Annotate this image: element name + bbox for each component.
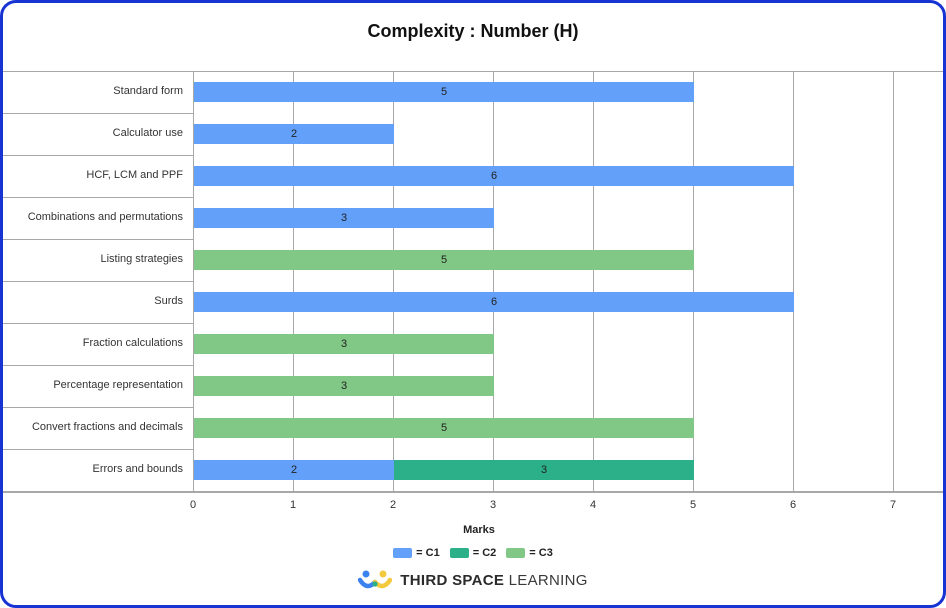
- label-column-divider: [193, 71, 194, 492]
- chart-row: Fraction calculations 3: [3, 323, 943, 365]
- bar-segment-c3[interactable]: 5: [194, 418, 694, 438]
- bar-value-label: 3: [340, 380, 348, 392]
- gridline: [893, 71, 894, 492]
- chart-row: Standard form 5: [3, 71, 943, 113]
- category-label: Listing strategies: [100, 253, 183, 265]
- x-tick-label: 7: [889, 499, 897, 511]
- gridline: [393, 71, 394, 492]
- chart-plot-area: Standard form 5 Calculator use 2 HCF, LCM an…: [3, 71, 943, 511]
- chart-top-border: [3, 71, 943, 72]
- logo-wordmark: THIRD SPACE LEARNING: [400, 572, 587, 589]
- row-separator: [3, 449, 193, 450]
- x-tick-label: 1: [289, 499, 297, 511]
- bar-segment-c1[interactable]: 5: [194, 82, 694, 102]
- gridline: [793, 71, 794, 492]
- chart-row: HCF, LCM and PPF 6: [3, 155, 943, 197]
- x-tick-label: 5: [689, 499, 697, 511]
- chart-row: Surds 6: [3, 281, 943, 323]
- legend-item-c1[interactable]: = C1: [393, 547, 440, 559]
- bar-value-label: 2: [290, 128, 298, 140]
- bar-segment-c1[interactable]: 6: [194, 166, 794, 186]
- logo-text-bold: THIRD SPACE: [400, 571, 505, 589]
- bar-value-label: 5: [440, 254, 448, 266]
- bar-value-label: 5: [440, 422, 448, 434]
- third-space-learning-logo: THIRD SPACE LEARNING: [3, 569, 943, 591]
- chart-row: Calculator use 2: [3, 113, 943, 155]
- x-tick-label: 6: [789, 499, 797, 511]
- gridline: [693, 71, 694, 492]
- x-tick-label: 4: [589, 499, 597, 511]
- x-tick-label: 2: [389, 499, 397, 511]
- x-tick-label: 0: [189, 499, 197, 511]
- bar-value-label: 3: [540, 464, 548, 476]
- logo-text-light: LEARNING: [508, 571, 588, 589]
- bar-segment-c3[interactable]: 3: [194, 334, 494, 354]
- bar-value-label: 3: [340, 212, 348, 224]
- x-axis-title: Marks: [463, 524, 495, 536]
- chart-title: Complexity : Number (H): [367, 21, 579, 41]
- gridline: [593, 71, 594, 492]
- bar-segment-c3[interactable]: 5: [194, 250, 694, 270]
- tsl-people-icon: [358, 570, 393, 589]
- bar-segment-c3[interactable]: 3: [194, 376, 494, 396]
- legend-item-c2[interactable]: = C2: [449, 547, 497, 559]
- chart-row: Errors and bounds 2 3: [3, 449, 943, 491]
- category-label: Convert fractions and decimals: [31, 421, 183, 433]
- row-separator: [3, 155, 193, 156]
- legend-label: = C1: [416, 547, 440, 559]
- bar-value-label: 5: [440, 86, 448, 98]
- row-separator: [3, 281, 193, 282]
- gridline: [293, 71, 294, 492]
- row-separator: [3, 323, 193, 324]
- legend-label: = C2: [472, 547, 497, 559]
- bar-segment-c1[interactable]: 2: [194, 460, 394, 480]
- bar-value-label: 6: [490, 296, 498, 308]
- row-separator: [3, 365, 193, 366]
- category-label: Combinations and permutations: [27, 211, 183, 223]
- category-label: Standard form: [113, 85, 183, 97]
- bar-segment-c1[interactable]: 6: [194, 292, 794, 312]
- category-label: Calculator use: [112, 127, 183, 139]
- chart-row: Listing strategies 5: [3, 239, 943, 281]
- bar-value-label: 6: [490, 170, 498, 182]
- x-axis-line: [3, 491, 943, 493]
- row-separator: [3, 197, 193, 198]
- row-separator: [3, 407, 193, 408]
- row-separator: [3, 113, 193, 114]
- category-label: Surds: [154, 295, 183, 307]
- category-label: Errors and bounds: [92, 463, 184, 475]
- gridline: [493, 71, 494, 492]
- bar-segment-c1[interactable]: 3: [194, 208, 494, 228]
- chart-row: Convert fractions and decimals 5: [3, 407, 943, 449]
- bar-value-label: 2: [290, 464, 298, 476]
- category-label: Percentage representation: [53, 379, 183, 391]
- bar-segment-c2[interactable]: 3: [394, 460, 694, 480]
- category-label: HCF, LCM and PPF: [86, 169, 183, 181]
- chart-legend: = C1 = C2 = C3: [3, 547, 943, 559]
- legend-swatch: [449, 548, 469, 558]
- legend-swatch: [393, 548, 413, 558]
- legend-label: = C3: [529, 547, 553, 559]
- chart-row: Combinations and permutations 3: [3, 197, 943, 239]
- category-label: Fraction calculations: [82, 337, 183, 349]
- x-tick-label: 3: [489, 499, 497, 511]
- bar-value-label: 3: [340, 338, 348, 350]
- legend-swatch: [506, 548, 526, 558]
- bar-segment-c1[interactable]: 2: [194, 124, 394, 144]
- row-separator: [3, 239, 193, 240]
- chart-row: Percentage representation 3: [3, 365, 943, 407]
- legend-item-c3[interactable]: = C3: [506, 547, 553, 559]
